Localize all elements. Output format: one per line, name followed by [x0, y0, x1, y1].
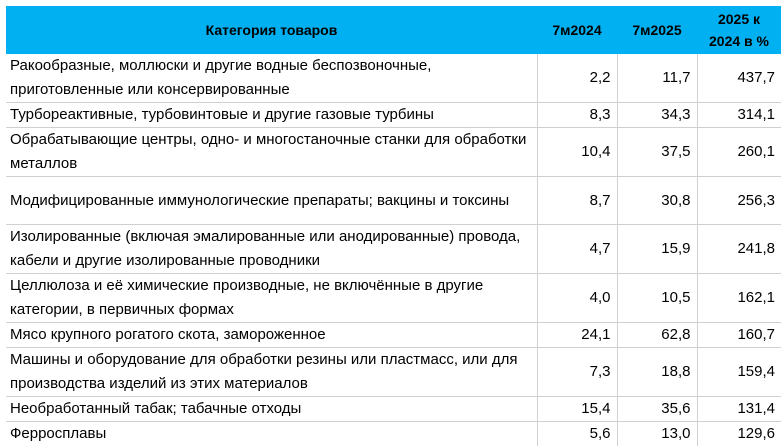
value-pct: 131,4 — [697, 397, 781, 422]
value-7m2025: 37,5 — [617, 128, 697, 177]
header-7m2025: 7м2025 — [617, 6, 697, 54]
value-7m2024: 24,1 — [537, 323, 617, 348]
category-cell: Турбореактивные, турбовинтовые и другие … — [6, 103, 537, 128]
table-row: Ракообразные, моллюски и другие водные б… — [6, 54, 781, 103]
header-pct-line2: 2024 в % — [709, 33, 769, 49]
value-7m2024: 10,4 — [537, 128, 617, 177]
header-7m2024: 7м2024 — [537, 6, 617, 54]
header-pct: 2025 к 2024 в % — [697, 6, 781, 54]
table-row: Турбореактивные, турбовинтовые и другие … — [6, 103, 781, 128]
value-7m2025: 30,8 — [617, 177, 697, 225]
value-pct: 162,1 — [697, 274, 781, 323]
category-cell: Целлюлоза и её химические производные, н… — [6, 274, 537, 323]
value-7m2024: 8,7 — [537, 177, 617, 225]
value-pct: 256,3 — [697, 177, 781, 225]
value-7m2024: 4,7 — [537, 225, 617, 274]
value-7m2025: 10,5 — [617, 274, 697, 323]
header-pct-line1: 2025 к — [718, 11, 760, 27]
table-row: Целлюлоза и её химические производные, н… — [6, 274, 781, 323]
value-pct: 241,8 — [697, 225, 781, 274]
category-cell: Ферросплавы — [6, 422, 537, 446]
value-7m2025: 13,0 — [617, 422, 697, 446]
value-7m2024: 2,2 — [537, 54, 617, 103]
category-cell: Ракообразные, моллюски и другие водные б… — [6, 54, 537, 103]
category-cell: Модифицированные иммунологические препар… — [6, 177, 537, 225]
category-cell: Обрабатывающие центры, одно- и многостан… — [6, 128, 537, 177]
value-7m2024: 7,3 — [537, 348, 617, 397]
value-pct: 260,1 — [697, 128, 781, 177]
value-7m2025: 62,8 — [617, 323, 697, 348]
category-cell: Мясо крупного рогатого скота, замороженн… — [6, 323, 537, 348]
value-pct: 314,1 — [697, 103, 781, 128]
table-row: Мясо крупного рогатого скота, замороженн… — [6, 323, 781, 348]
value-7m2024: 8,3 — [537, 103, 617, 128]
value-7m2025: 11,7 — [617, 54, 697, 103]
value-7m2025: 15,9 — [617, 225, 697, 274]
category-cell: Необработанный табак; табачные отходы — [6, 397, 537, 422]
table-row: Обрабатывающие центры, одно- и многостан… — [6, 128, 781, 177]
header-category: Категория товаров — [6, 6, 537, 54]
value-pct: 160,7 — [697, 323, 781, 348]
table-row: Изолированные (включая эмалированные или… — [6, 225, 781, 274]
category-cell: Изолированные (включая эмалированные или… — [6, 225, 537, 274]
value-pct: 129,6 — [697, 422, 781, 446]
value-7m2024: 4,0 — [537, 274, 617, 323]
value-7m2025: 35,6 — [617, 397, 697, 422]
value-7m2024: 5,6 — [537, 422, 617, 446]
value-pct: 437,7 — [697, 54, 781, 103]
table-row: Модифицированные иммунологические препар… — [6, 177, 781, 225]
value-7m2025: 18,8 — [617, 348, 697, 397]
category-cell: Машины и оборудование для обработки рези… — [6, 348, 537, 397]
value-7m2024: 15,4 — [537, 397, 617, 422]
value-pct: 159,4 — [697, 348, 781, 397]
value-7m2025: 34,3 — [617, 103, 697, 128]
table-row: Машины и оборудование для обработки рези… — [6, 348, 781, 397]
